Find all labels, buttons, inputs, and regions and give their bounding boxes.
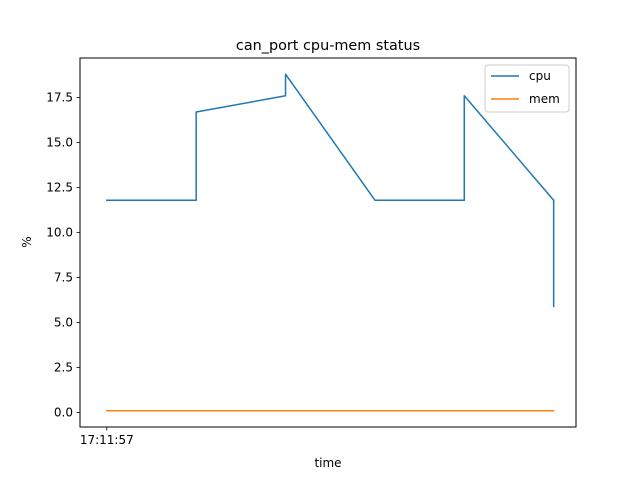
y-tick-label: 12.5 xyxy=(46,181,73,195)
series-line-cpu xyxy=(106,73,555,308)
chart-title: can_port cpu-mem status xyxy=(236,38,420,54)
y-tick-label: 10.0 xyxy=(46,226,73,240)
y-axis: 0.0 2.5 5.0 7.5 10.0 12.5 15.0 17.5 xyxy=(46,91,80,420)
x-tick-label: 17:11:57 xyxy=(80,433,134,447)
legend: cpu mem xyxy=(484,64,570,113)
y-axis-label: % xyxy=(20,236,34,247)
legend-label-mem: mem xyxy=(529,92,560,106)
x-axis-label: time xyxy=(314,456,341,470)
y-tick-label: 2.5 xyxy=(54,361,73,375)
plot-area xyxy=(106,73,555,412)
y-tick-label: 5.0 xyxy=(54,316,73,330)
axes-frame xyxy=(79,57,577,428)
x-axis: 17:11:57 xyxy=(80,427,134,447)
y-tick-label: 15.0 xyxy=(46,136,73,150)
y-tick-label: 0.0 xyxy=(54,406,73,420)
y-tick-label: 7.5 xyxy=(54,271,73,285)
y-tick-label: 17.5 xyxy=(46,91,73,105)
legend-label-cpu: cpu xyxy=(529,69,551,83)
